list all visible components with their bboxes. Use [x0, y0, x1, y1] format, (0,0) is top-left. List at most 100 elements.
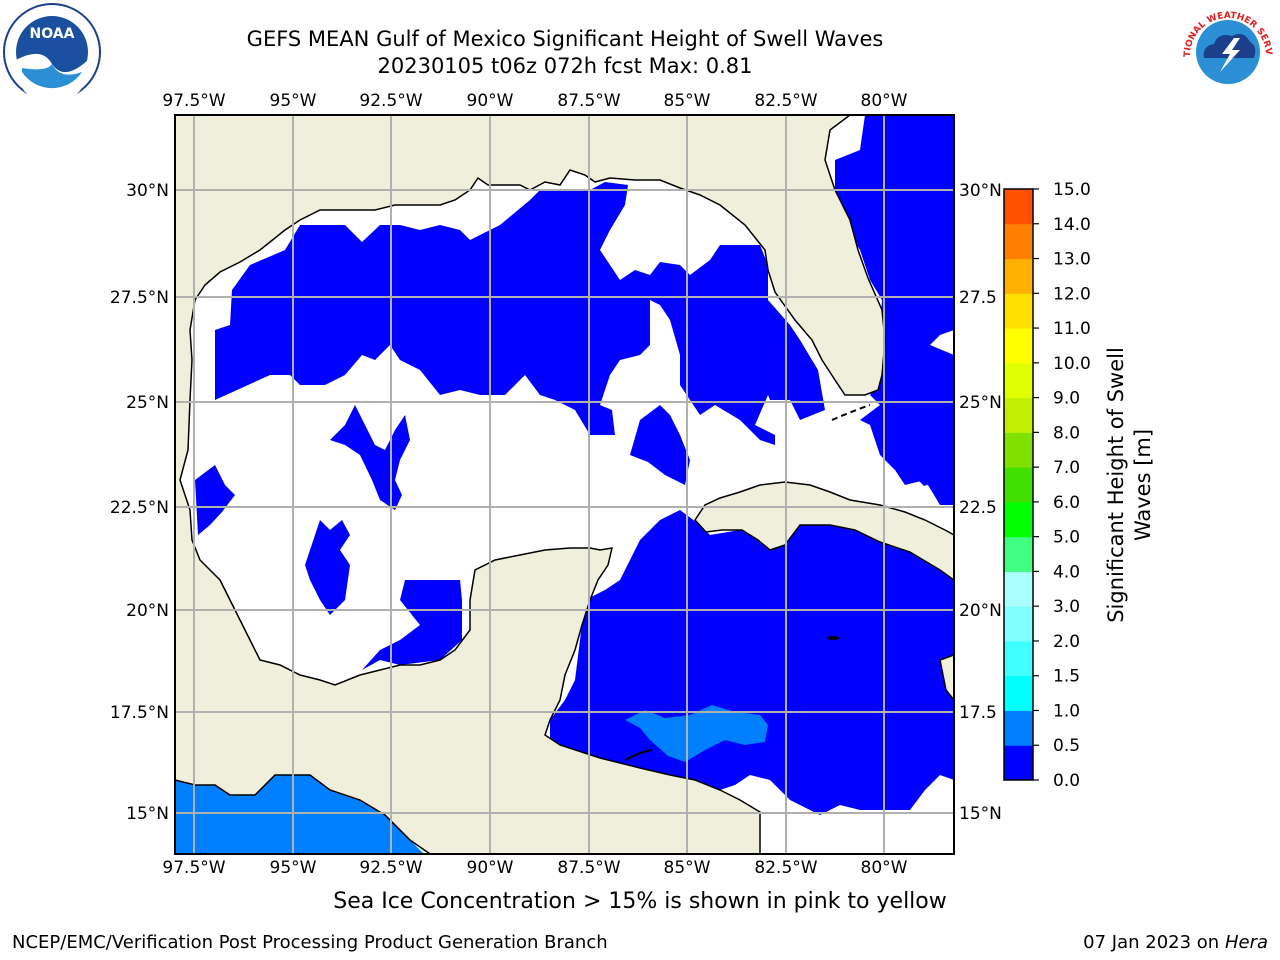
- colorbar-tick-label: 2.0: [1053, 632, 1080, 652]
- land-hispaniola: [939, 654, 954, 702]
- yucatan-coast-detail: [624, 749, 653, 761]
- colorbar-frame: [1003, 188, 1034, 781]
- lon-tick-label: 97.5°W: [162, 858, 225, 878]
- swell-region-north-gulf: [215, 182, 825, 445]
- lat-tick-label: 22.5°N: [110, 498, 169, 518]
- colorbar-swatch: [1004, 258, 1033, 294]
- colorbar-tick-label: 15.0: [1053, 180, 1091, 200]
- colorbar-tick-label: 12.0: [1053, 284, 1091, 304]
- lat-tick-label: 17.5: [959, 703, 997, 723]
- noaa-logo: NOAA: [3, 3, 101, 102]
- lon-tick-label: 97.5°W: [162, 91, 225, 111]
- swell-region-yucatan-channel: [630, 405, 690, 485]
- colorbar-swatch: [1004, 606, 1033, 642]
- lon-tick-label: 80°W: [861, 91, 908, 111]
- lat-ticks-left: 30°N 27.5°N 25°N 22.5°N 20°N 17.5°N 15°N: [110, 181, 169, 824]
- lon-tick-label: 82.5°W: [754, 858, 817, 878]
- lon-tick-label: 90°W: [467, 91, 514, 111]
- colorbar-swatch: [1004, 432, 1033, 468]
- swell-region-atlantic: [835, 115, 954, 505]
- lon-tick-label: 95°W: [270, 858, 317, 878]
- colorbar-swatch: [1004, 362, 1033, 399]
- colorbar-tick-label: 10.0: [1053, 354, 1091, 374]
- colorbar-swatch: [1004, 328, 1033, 364]
- colorbar-label-line2: Waves [m]: [1131, 429, 1155, 541]
- lat-tick-label: 30°N: [126, 181, 169, 201]
- colorbar-swatch: [1004, 189, 1033, 225]
- host-text: Hera: [1224, 932, 1268, 953]
- colorbar-tick-label: 1.5: [1053, 667, 1080, 687]
- lat-tick-label: 15°N: [126, 804, 169, 824]
- lat-tick-label: 15°N: [959, 804, 1002, 824]
- swell-region-light-pacific: [175, 775, 424, 854]
- swell-region-campeche-bay: [362, 580, 462, 670]
- lat-ticks-right: 30°N 27.5 25°N 22.5 20°N 17.5 15°N: [959, 181, 1002, 824]
- title-line-1: GEFS MEAN Gulf of Mexico Significant Hei…: [246, 27, 884, 51]
- swell-region-light-caribbean: [625, 705, 768, 762]
- colorbar-swatch: [1004, 501, 1033, 538]
- date-line: 07 Jan 2023 on Hera: [1083, 932, 1268, 953]
- lat-tick-label: 30°N: [959, 181, 1002, 201]
- colorbar-tick-label: 4.0: [1053, 562, 1080, 582]
- florida-keys: [831, 404, 871, 421]
- lat-tick-label: 25°N: [126, 393, 169, 413]
- lon-tick-label: 92.5°W: [359, 858, 422, 878]
- lat-tick-label: 22.5: [959, 498, 997, 518]
- colorbar-swatch: [1004, 571, 1033, 607]
- lon-ticks-top: 97.5°W 95°W 92.5°W 90°W 87.5°W 85°W 82.5°W 80°W: [162, 91, 907, 111]
- colorbar-tick-label: 1.0: [1053, 701, 1080, 721]
- colorbar-tick-label: 0.5: [1053, 736, 1080, 756]
- colorbar-swatch: [1004, 223, 1033, 260]
- swell-region-campeche: [305, 520, 350, 615]
- lon-tick-label: 80°W: [861, 858, 908, 878]
- lon-tick-label: 82.5°W: [754, 91, 817, 111]
- lat-tick-label: 17.5°N: [110, 703, 169, 723]
- colorbar-tick-label: 5.0: [1053, 528, 1080, 548]
- lat-tick-label: 20°N: [126, 601, 169, 621]
- map-frame: [174, 114, 955, 855]
- lon-tick-label: 87.5°W: [557, 91, 620, 111]
- colorbar-tick-label: 13.0: [1053, 250, 1091, 270]
- graticule: [175, 115, 954, 854]
- lon-tick-label: 92.5°W: [359, 91, 422, 111]
- colorbar-tick-label: 0.0: [1053, 771, 1080, 791]
- sea-ice-note: Sea Ice Concentration > 15% is shown in …: [333, 889, 947, 914]
- title-line-2: 20230105 t06z 072h fcst Max: 0.81: [377, 54, 753, 78]
- lon-tick-label: 87.5°W: [557, 858, 620, 878]
- colorbar-tick-label: 11.0: [1053, 319, 1091, 339]
- lat-tick-label: 20°N: [959, 601, 1002, 621]
- lon-tick-label: 85°W: [664, 91, 711, 111]
- swell-region-west-gulf: [195, 465, 235, 535]
- colorbar-swatch: [1004, 536, 1033, 572]
- colorbar-swatch: [1004, 675, 1033, 711]
- colorbar-label-line1: Significant Height of Swell: [1104, 347, 1128, 623]
- colorbar-swatch: [1004, 397, 1033, 433]
- nws-logo: NATIONAL WEATHER SERVICE: [1178, 2, 1275, 99]
- date-text: 07 Jan 2023 on: [1083, 932, 1225, 953]
- lon-tick-label: 90°W: [467, 858, 514, 878]
- colorbar-tick-label: 7.0: [1053, 458, 1080, 478]
- noaa-logo-text: NOAA: [30, 26, 75, 42]
- lat-tick-label: 25°N: [959, 393, 1002, 413]
- lat-tick-label: 27.5: [959, 288, 997, 308]
- colorbar-tick-label: 3.0: [1053, 597, 1080, 617]
- colorbar: [1003, 188, 1034, 781]
- colorbar-swatch: [1004, 467, 1033, 503]
- colorbar-swatch: [1004, 710, 1033, 746]
- lon-tick-label: 95°W: [270, 91, 317, 111]
- lon-ticks-bottom: 97.5°W 95°W 92.5°W 90°W 87.5°W 85°W 82.5°W 80°W: [162, 858, 907, 878]
- colorbar-swatch: [1004, 293, 1033, 329]
- swell-region-bahamas: [890, 405, 940, 486]
- colorbar-ticks: 0.0 0.5 1.0 1.5 2.0 3.0 4.0 5.0 6.0 7.0 8.0 9.0 10.0…: [1033, 180, 1091, 791]
- colorbar-swatch: [1004, 745, 1033, 781]
- credit-text: NCEP/EMC/Verification Post Processing Pr…: [12, 932, 608, 953]
- colorbar-tick-label: 14.0: [1053, 215, 1091, 235]
- land-us-mexico: [175, 115, 886, 854]
- colorbar-tick-label: 8.0: [1053, 423, 1080, 443]
- map-area: [175, 115, 954, 854]
- colorbar-tick-label: 6.0: [1053, 493, 1080, 513]
- lon-tick-label: 85°W: [664, 858, 711, 878]
- lat-tick-label: 27.5°N: [110, 288, 169, 308]
- colorbar-swatch: [1004, 640, 1033, 677]
